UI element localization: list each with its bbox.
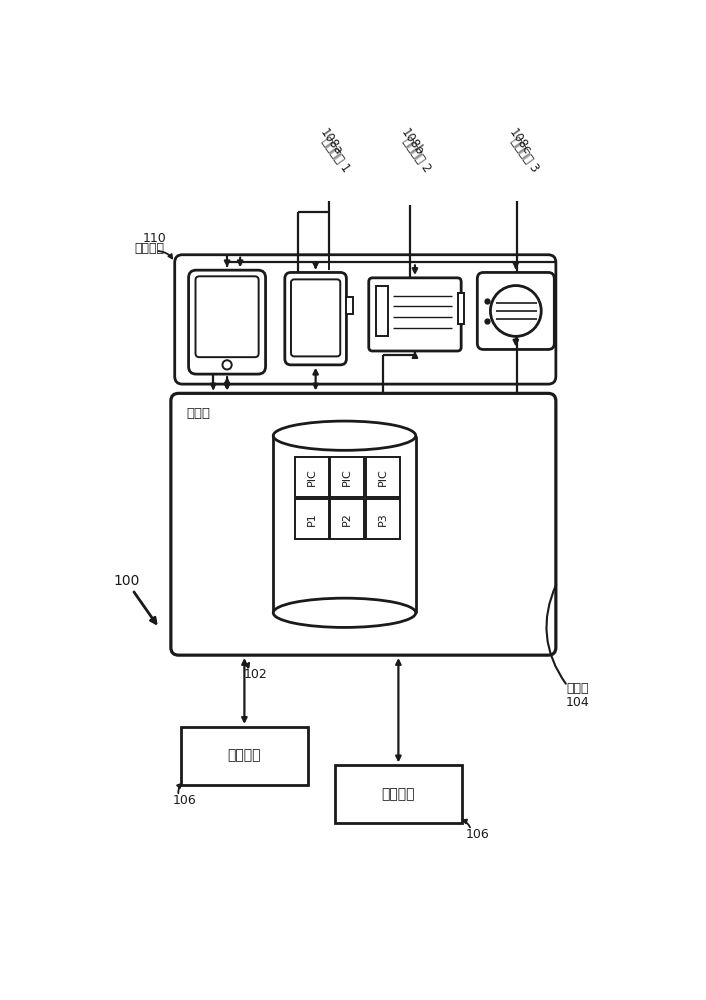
- Text: PIC: PIC: [378, 468, 388, 486]
- FancyBboxPatch shape: [369, 278, 461, 351]
- Circle shape: [222, 360, 232, 369]
- Bar: [335, 765, 462, 823]
- Text: 服务器: 服务器: [186, 407, 210, 420]
- Text: 100: 100: [113, 574, 140, 588]
- Text: 商家系统: 商家系统: [227, 749, 261, 763]
- Bar: [366, 499, 400, 539]
- Text: 108c: 108c: [505, 126, 533, 157]
- FancyBboxPatch shape: [171, 393, 556, 655]
- Text: PIC: PIC: [342, 468, 352, 486]
- Text: 106: 106: [466, 828, 489, 841]
- FancyBboxPatch shape: [285, 272, 347, 365]
- Bar: [330, 499, 364, 539]
- Bar: [458, 293, 465, 324]
- FancyBboxPatch shape: [174, 255, 556, 384]
- Text: 108b: 108b: [398, 126, 426, 158]
- Ellipse shape: [273, 598, 416, 627]
- Bar: [295, 499, 329, 539]
- Circle shape: [491, 286, 542, 336]
- FancyBboxPatch shape: [291, 279, 340, 356]
- FancyBboxPatch shape: [189, 270, 265, 374]
- Text: 110: 110: [143, 232, 166, 245]
- Bar: [295, 457, 329, 497]
- Bar: [347, 297, 352, 314]
- Bar: [376, 286, 388, 336]
- Bar: [330, 457, 364, 497]
- Text: P3: P3: [378, 512, 388, 526]
- Text: 数据库: 数据库: [566, 682, 588, 695]
- Ellipse shape: [273, 421, 416, 450]
- Text: 智能设备 1: 智能设备 1: [320, 135, 352, 175]
- FancyBboxPatch shape: [196, 276, 258, 357]
- Text: 用户装置: 用户装置: [135, 242, 164, 255]
- FancyBboxPatch shape: [477, 272, 554, 349]
- Bar: [366, 457, 400, 497]
- Text: 智能设备 2: 智能设备 2: [400, 135, 433, 175]
- Text: 智能设备 3: 智能设备 3: [508, 135, 542, 175]
- Text: P2: P2: [342, 512, 352, 526]
- Text: 102: 102: [244, 668, 268, 681]
- Text: 104: 104: [566, 696, 590, 709]
- Text: PIC: PIC: [307, 468, 317, 486]
- Bar: [181, 727, 308, 785]
- Text: P1: P1: [307, 512, 317, 526]
- Text: 106: 106: [172, 794, 196, 807]
- Text: 108a: 108a: [317, 126, 345, 158]
- Text: 商家系统: 商家系统: [382, 787, 415, 801]
